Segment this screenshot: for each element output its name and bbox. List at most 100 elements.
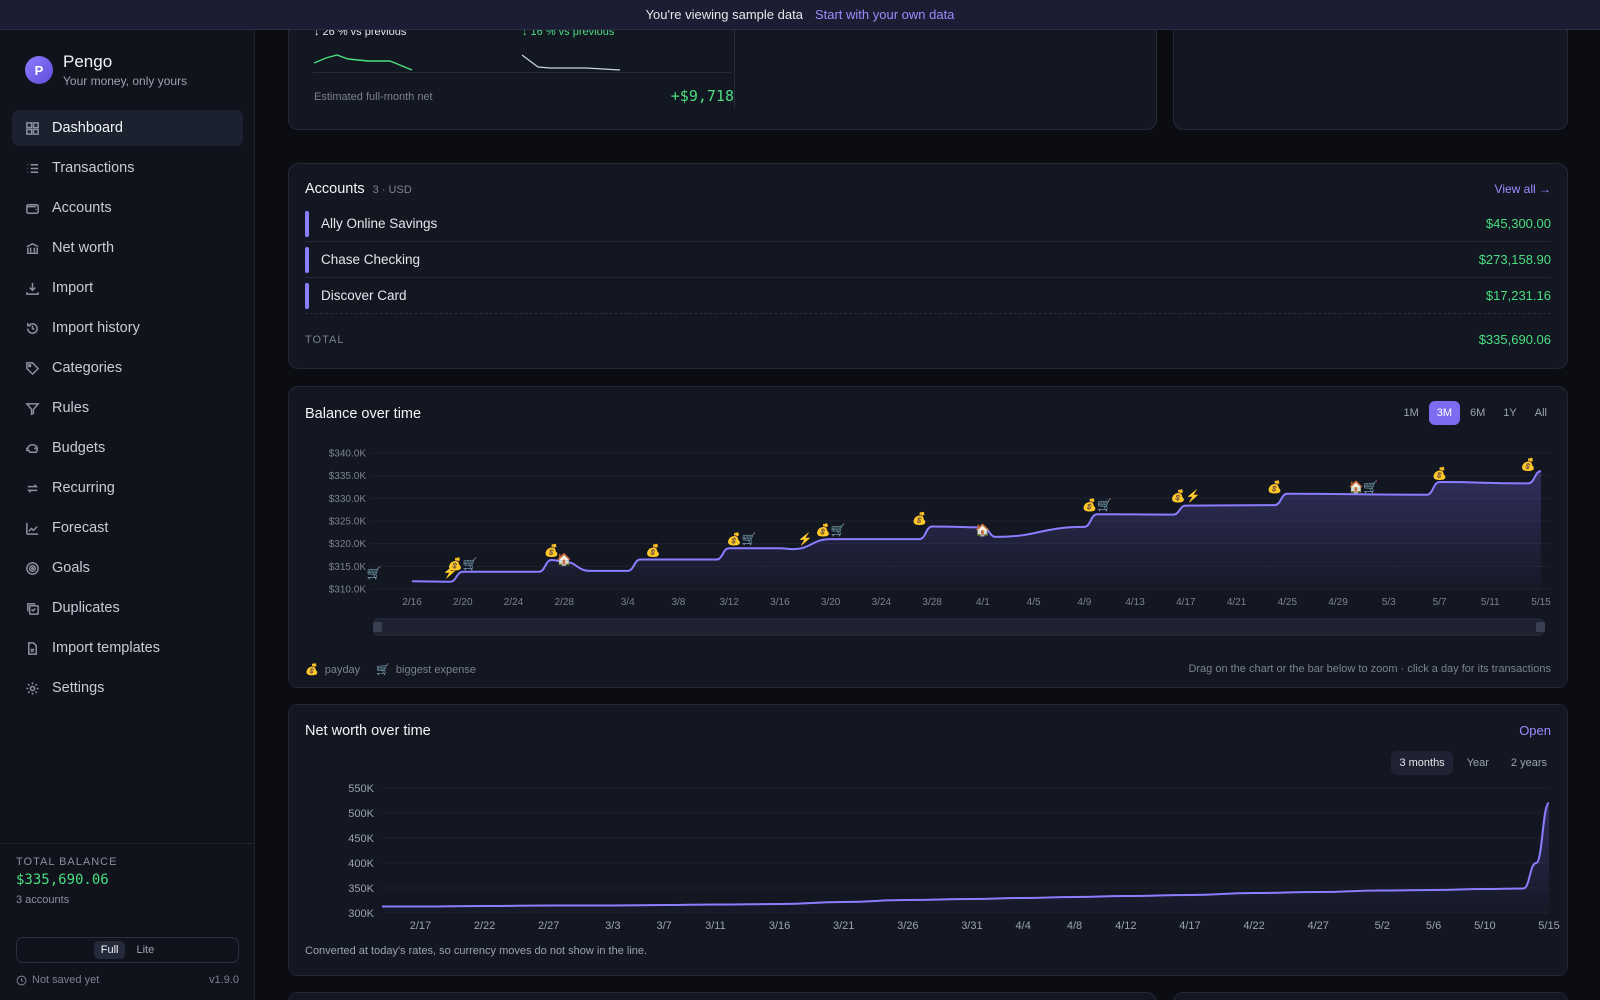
zoom-bar[interactable] — [373, 618, 1544, 636]
x-tick-label: 4/1 — [976, 597, 990, 608]
networth-open-link[interactable]: Open — [1519, 723, 1551, 738]
sidebar-item-label: Import — [52, 280, 94, 296]
sidebar-item-label: Net worth — [52, 240, 115, 256]
y-tick-label: $335.0K — [329, 471, 367, 482]
payday-icon[interactable]: 💰 — [1267, 480, 1282, 494]
x-tick-label: 5/2 — [1375, 920, 1390, 932]
x-tick-label: 3/4 — [621, 597, 635, 608]
sidebar-item-budgets[interactable]: Budgets — [12, 430, 243, 466]
estimate-value: +$9,718 — [670, 87, 734, 105]
target-icon — [24, 560, 40, 576]
x-tick-label: 2/16 — [402, 597, 422, 608]
payday-icon[interactable]: 💰 — [646, 543, 661, 557]
sidebar-item-recurring[interactable]: Recurring — [12, 470, 243, 506]
balance-range-all[interactable]: All — [1534, 407, 1547, 419]
sidebar-footer: TOTAL BALANCE $335,690.06 3 accounts — [0, 843, 255, 918]
balance-range-6m[interactable]: 6M — [1470, 407, 1486, 419]
view-all-accounts-link[interactable]: View all → — [1494, 182, 1551, 196]
payday-icon[interactable]: 💰 — [1432, 466, 1447, 480]
zoom-handle-right[interactable] — [1536, 622, 1545, 632]
house-icon[interactable]: 🏠 — [557, 553, 572, 567]
sidebar-item-forecast[interactable]: Forecast — [12, 510, 243, 546]
payday-icon[interactable]: 💰 — [912, 512, 927, 526]
trend-icon — [24, 520, 40, 536]
balance-range-1m[interactable]: 1M — [1403, 407, 1419, 419]
balance-range-1y[interactable]: 1Y — [1503, 407, 1517, 419]
accounts-title: Accounts — [305, 181, 365, 197]
x-tick-label: 3/16 — [770, 597, 790, 608]
sidebar-item-rules[interactable]: Rules — [12, 390, 243, 426]
x-tick-label: 4/21 — [1227, 597, 1247, 608]
download-icon — [24, 280, 40, 296]
x-tick-label: 5/6 — [1426, 920, 1441, 932]
sidebar-item-label: Recurring — [52, 480, 115, 496]
brand[interactable]: P Pengo Your money, only yours — [25, 52, 187, 88]
sidebar-item-settings[interactable]: Settings — [12, 670, 243, 706]
sidebar-item-label: Import history — [52, 320, 140, 336]
y-tick-label: $340.0K — [329, 449, 367, 460]
bolt-icon[interactable]: ⚡ — [798, 532, 813, 546]
payday-icon[interactable]: 💰🛒 — [1082, 498, 1112, 512]
payday-icon[interactable]: 💰🛒 — [727, 532, 757, 546]
sidebar-item-goals[interactable]: Goals — [12, 550, 243, 586]
sidebar-item-label: Transactions — [52, 160, 135, 176]
mode-full-button[interactable]: Full — [93, 941, 126, 959]
account-row[interactable]: Discover Card $17,231.16 — [305, 278, 1551, 314]
balance-line — [412, 470, 1542, 583]
payday-icon[interactable]: 💰⚡ — [1171, 489, 1201, 503]
start-own-data-link[interactable]: Start with your own data — [814, 7, 955, 22]
payday-icon[interactable]: 💰 — [1521, 457, 1536, 471]
tag-icon — [24, 360, 40, 376]
account-name: Ally Online Savings — [321, 216, 438, 231]
nw-range-2-years[interactable]: 2 years — [1510, 757, 1547, 769]
sidebar-item-categories[interactable]: Categories — [12, 350, 243, 386]
sidebar-item-dashboard[interactable]: Dashboard — [12, 110, 243, 146]
nw-range-3-months[interactable]: 3 months — [1391, 751, 1453, 775]
account-color-bar — [305, 210, 309, 237]
zoom-handle-left[interactable] — [373, 622, 382, 632]
account-name: Chase Checking — [321, 252, 421, 267]
account-row[interactable]: Ally Online Savings $45,300.00 — [305, 206, 1551, 242]
banner-text: You're viewing sample data — [645, 7, 803, 22]
brand-tagline: Your money, only yours — [63, 74, 188, 88]
payday-icon[interactable]: 💰 — [544, 543, 559, 557]
nw-range-year[interactable]: Year — [1466, 757, 1489, 769]
sidebar-item-import[interactable]: Import — [12, 270, 243, 306]
x-tick-label: 5/15 — [1538, 920, 1559, 932]
x-tick-label: 3/12 — [719, 597, 739, 608]
x-tick-label: 5/15 — [1531, 597, 1551, 608]
x-tick-label: 4/17 — [1176, 597, 1196, 608]
house-icon[interactable]: 🏠🛒 — [1348, 480, 1378, 494]
x-tick-label: 3/26 — [897, 920, 918, 932]
piggy-icon — [24, 440, 40, 456]
sidebar-item-net-worth[interactable]: Net worth — [12, 230, 243, 266]
balance-chart[interactable]: $310.0K $315.0K $320.0K $325.0K $330.0K $335.… — [289, 437, 1569, 647]
sidebar-item-transactions[interactable]: Transactions — [12, 150, 243, 186]
x-tick-label: 2/17 — [410, 920, 431, 932]
estimate-label: Estimated full-month net — [314, 91, 433, 103]
balance-range-3m[interactable]: 3M — [1428, 401, 1461, 425]
networth-chart[interactable]: 300K 350K 400K 450K 500K 550K 2/17 2/22 2/27 3/3 3… — [289, 773, 1569, 933]
x-tick-label: 3/24 — [872, 597, 892, 608]
y-tick-label: $315.0K — [329, 562, 367, 573]
mode-lite-button[interactable]: Lite — [136, 944, 155, 956]
x-tick-label: 4/12 — [1115, 920, 1136, 932]
account-row[interactable]: Chase Checking $273,158.90 — [305, 242, 1551, 278]
sidebar-item-import-history[interactable]: Import history — [12, 310, 243, 346]
payday-icon[interactable]: 💰🛒 — [448, 557, 478, 571]
sample-data-banner: You're viewing sample data Start with yo… — [0, 0, 1600, 30]
bolt-icon[interactable]: ⚡ — [443, 565, 458, 579]
x-tick-label: 4/27 — [1307, 920, 1328, 932]
cart-icon[interactable]: 🛒 — [367, 566, 382, 580]
sidebar-item-import-templates[interactable]: Import templates — [12, 630, 243, 666]
house-icon[interactable]: 🏠 — [975, 523, 990, 537]
sidebar-item-duplicates[interactable]: Duplicates — [12, 590, 243, 626]
list-icon — [24, 160, 40, 176]
y-tick-label: $330.0K — [329, 494, 367, 505]
x-tick-label: 4/13 — [1125, 597, 1145, 608]
payday-icon[interactable]: 💰🛒 — [816, 523, 846, 537]
sidebar-item-accounts[interactable]: Accounts — [12, 190, 243, 226]
summary-side-card — [1173, 10, 1568, 130]
account-balance: $45,300.00 — [1485, 216, 1551, 231]
save-status-row: Not saved yet v1.9.0 — [16, 974, 239, 986]
